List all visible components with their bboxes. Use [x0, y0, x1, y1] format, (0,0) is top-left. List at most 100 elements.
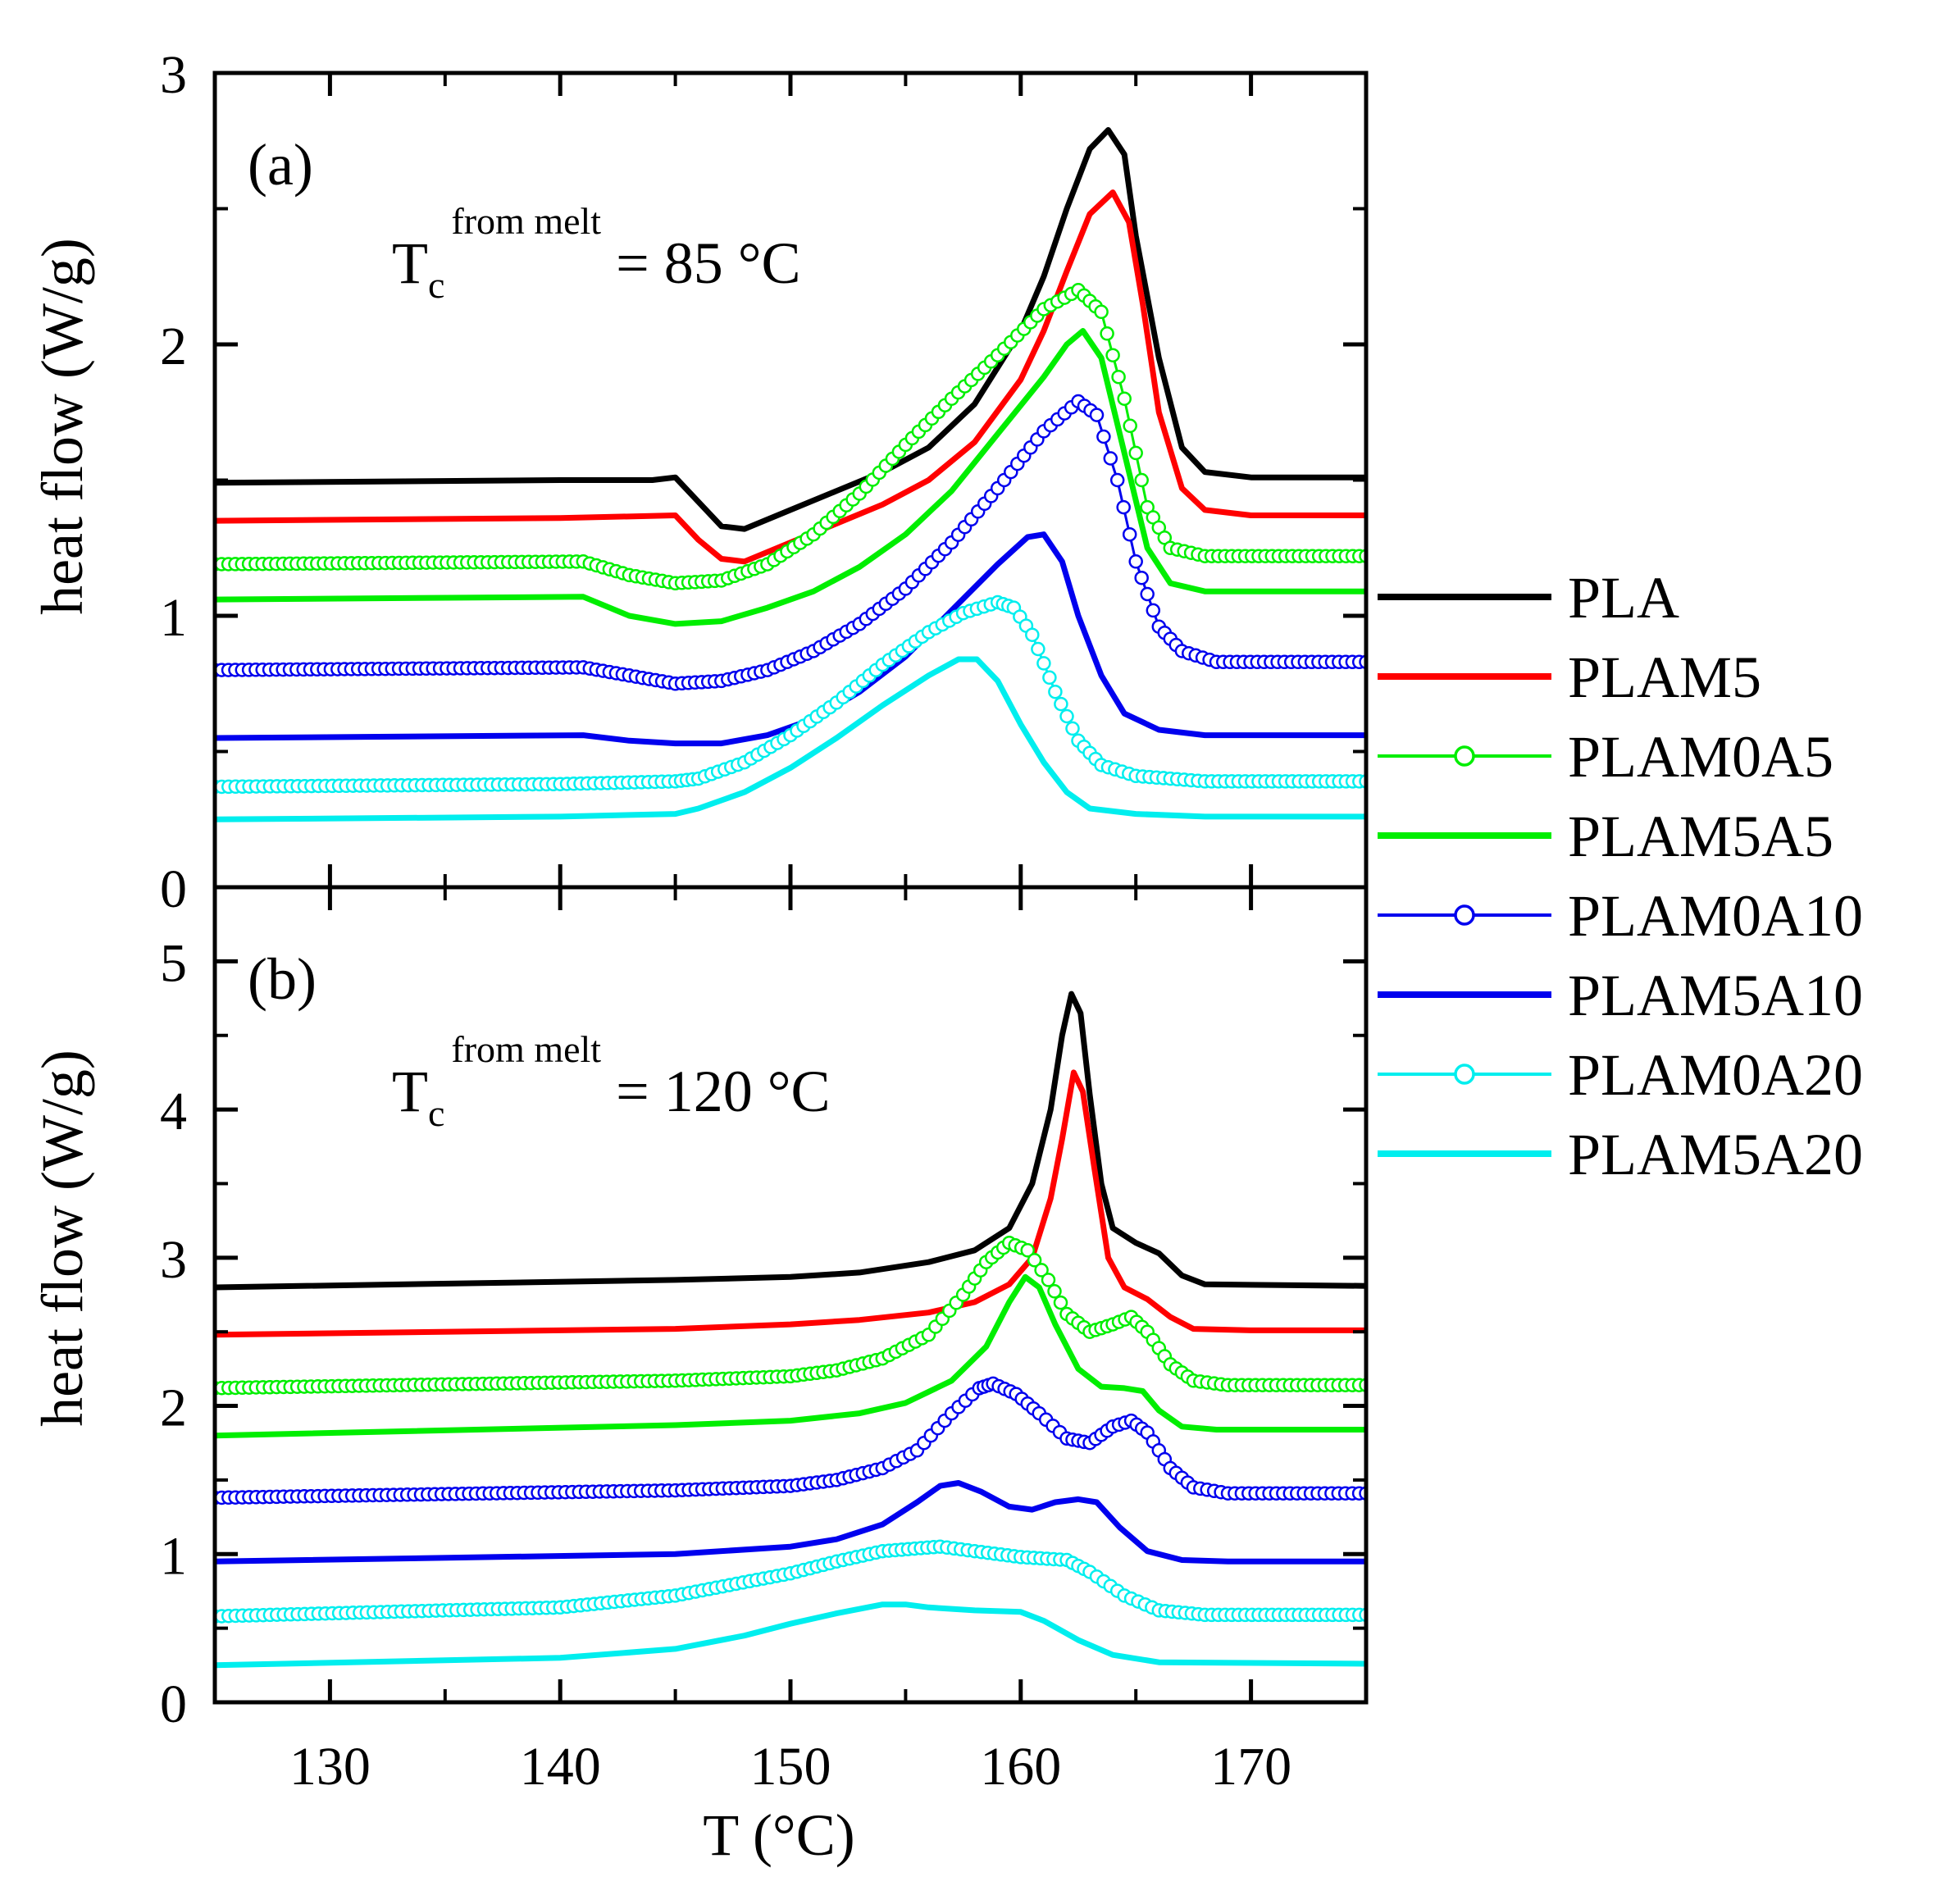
legend-marker	[1454, 745, 1475, 767]
annotation-a: Tcfrom melt = 85 °C	[392, 200, 801, 306]
annotation-b: Tcfrom melt = 120 °C	[392, 1028, 831, 1134]
series-line-plam5-a	[215, 189, 1366, 565]
y-axis-label-b: heat flow (W/g)	[30, 1050, 95, 1427]
series-line-plam5a5-a	[215, 328, 1366, 627]
data-point	[1134, 570, 1149, 585]
data-point	[1103, 451, 1118, 466]
series-line-plam0a20-a	[215, 601, 1366, 788]
data-point	[1034, 1263, 1049, 1278]
series-line-plam0a5-a	[215, 289, 1366, 585]
annotation-a-sub: c	[428, 264, 444, 306]
y-tick-label: 0	[160, 859, 187, 919]
data-point	[1109, 472, 1125, 488]
x-tick-label: 140	[520, 1737, 601, 1797]
data-point	[1041, 1273, 1056, 1287]
data-point	[1094, 304, 1109, 320]
data-point	[1100, 326, 1114, 341]
data-point	[1128, 554, 1143, 569]
y-tick-label: 2	[160, 317, 187, 376]
legend-label: PLAM0A10	[1568, 883, 1863, 949]
x-tick-label: 160	[980, 1737, 1061, 1797]
data-point	[1048, 684, 1063, 699]
series-markers-plam0a20-b	[215, 1539, 1366, 1624]
data-point	[1065, 721, 1080, 736]
series-markers-plam0a5-a	[215, 283, 1366, 591]
data-point	[1116, 499, 1131, 515]
data-point	[1123, 418, 1137, 434]
series-markers-plam0a20-a	[215, 594, 1366, 795]
y-axis-ticks-a: 0 1 2 3	[160, 45, 1366, 919]
legend-item-plam0a20: PLAM0A20	[1378, 1042, 1863, 1108]
data-point	[1025, 627, 1040, 642]
data-point	[1128, 445, 1143, 461]
legend-label: PLA	[1568, 565, 1679, 631]
data-point	[1020, 1243, 1035, 1258]
legend-item-pla: PLA	[1378, 565, 1679, 631]
data-point	[1096, 429, 1111, 444]
y-tick-label: 1	[160, 1526, 187, 1586]
legend-label: PLAM0A20	[1568, 1042, 1863, 1108]
data-point	[1140, 586, 1155, 602]
annotation-b-sub: c	[428, 1092, 444, 1134]
series-line-plam5-b	[215, 1069, 1366, 1338]
y-axis-ticks-b: 0 1 2 3 4 5	[160, 933, 1366, 1734]
annotation-b-main: T	[392, 1059, 428, 1124]
series-line-plam5a10-a	[215, 531, 1366, 747]
series-line-pla-a	[215, 127, 1366, 532]
x-axis-label: T (°C)	[703, 1802, 854, 1868]
panel-label-a: (a)	[248, 132, 313, 198]
data-point	[1105, 348, 1120, 362]
panel-a: 0 1 2 3 (a) Tcfrom melt = 85 °C heat flow (…	[30, 45, 1366, 919]
annotation-a-main: T	[392, 230, 428, 296]
data-point	[1031, 641, 1045, 657]
series-line-pla-b	[215, 991, 1366, 1291]
y-tick-label: 2	[160, 1378, 187, 1438]
data-point	[1036, 656, 1051, 671]
annotation-a-sup: from melt	[451, 200, 601, 242]
legend-label: PLAM5A10	[1568, 963, 1863, 1028]
legend-item-plam5a10: PLAM5A10	[1378, 963, 1863, 1028]
x-tick-label: 150	[750, 1737, 831, 1797]
legend-marker	[1454, 1064, 1475, 1085]
data-point	[1089, 408, 1105, 422]
y-tick-label: 3	[160, 45, 187, 105]
legend-item-plam0a5: PLAM0A5	[1378, 724, 1834, 790]
y-tick-label: 3	[160, 1230, 187, 1290]
y-tick-label: 0	[160, 1674, 187, 1734]
legend-item-plam5: PLAM5	[1378, 645, 1761, 710]
annotation-a-suffix: = 85 °C	[601, 230, 800, 296]
legend-item-plam5a20: PLAM5A20	[1378, 1122, 1863, 1187]
x-axis-ticks-a	[327, 73, 1254, 887]
legend-item-plam0a10: PLAM0A10	[1378, 883, 1863, 949]
data-point	[1146, 603, 1161, 618]
x-axis-ticks-b: 130 140 150 160 170	[289, 887, 1291, 1797]
series-line-plam5a20-b	[215, 1601, 1366, 1669]
series-markers-plam0a10-a	[215, 394, 1366, 691]
series-group-b	[215, 991, 1366, 1669]
series-line-plam5a10-b	[215, 1480, 1366, 1565]
legend: PLA PLAM5 PLAM0A5 PLAM5A5 PLAM0A10 PLAM5A10 PL…	[1378, 565, 1863, 1187]
x-tick-label: 170	[1210, 1737, 1291, 1797]
legend-label: PLAM5	[1568, 645, 1761, 710]
y-tick-label: 5	[160, 933, 187, 993]
panel-label-b: (b)	[248, 946, 317, 1012]
data-point	[1042, 670, 1057, 686]
series-markers-plam0a5-b	[215, 1235, 1366, 1396]
series-group-a	[215, 127, 1366, 822]
data-point	[1122, 526, 1137, 542]
data-point	[1111, 369, 1126, 385]
series-line-plam0a5-b	[215, 1241, 1366, 1390]
annotation-b-suffix: = 120 °C	[601, 1059, 830, 1124]
data-point	[1053, 1295, 1068, 1310]
series-line-plam5a20-a	[215, 656, 1366, 822]
data-point	[1054, 696, 1068, 712]
data-point	[1027, 1253, 1042, 1268]
y-tick-label: 1	[160, 588, 187, 648]
annotation-b-sup: from melt	[451, 1028, 601, 1070]
legend-label: PLAM0A5	[1568, 724, 1834, 790]
legend-label: PLAM5A20	[1568, 1122, 1863, 1187]
series-markers-plam0a10-b	[215, 1376, 1366, 1505]
series-line-plam5a5-b	[215, 1273, 1366, 1439]
data-point	[1059, 708, 1074, 724]
